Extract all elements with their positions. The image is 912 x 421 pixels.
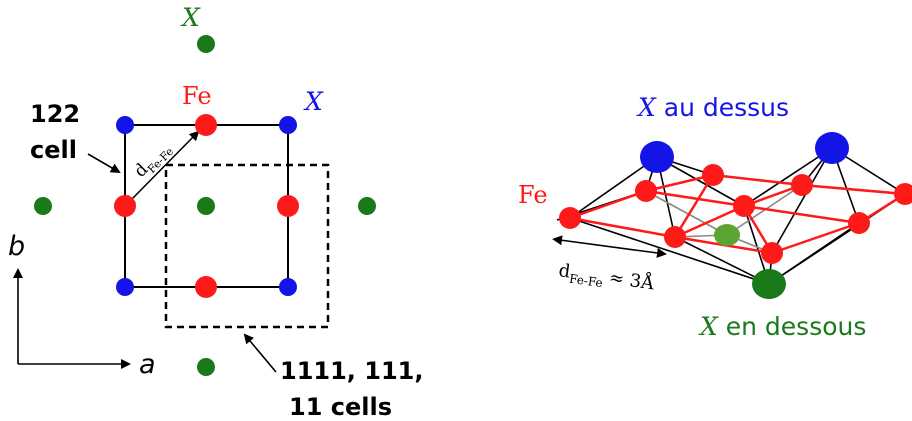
en-dessous-text: en dessous [718,312,867,341]
d-subscript: Fe-Fe [145,145,176,176]
cells-label-line2: 11 cells [289,393,392,421]
fe-atom [894,183,912,205]
fe-atom [791,174,813,196]
x-atom-blue [279,116,297,134]
fe-atom [277,195,299,217]
1111-cell-dashed-square [164,163,330,329]
x-en-dessous-label: X en dessous [698,312,866,341]
x-green-label: X [180,3,201,32]
d-fe-fe-arrow [125,130,200,206]
cell-pointer-arrow [87,153,121,174]
fe-atom [702,164,724,186]
fe-atom [114,195,136,217]
x-symbol-top: X [636,93,657,122]
label-122: 122 [30,100,80,128]
right-panel-perspective-view: X au dessus Fe dFe-Fe ≈ 3Å X en dessous [518,93,912,341]
x-atom-blue [116,278,134,296]
x-atom-blue-top [640,141,674,173]
fe-atom [559,207,581,229]
fe-atom [761,242,783,264]
fe-atom [635,180,657,202]
d-value-3d: ≈ 3Å [602,265,657,294]
x-atom-green [197,358,215,376]
fe-label: Fe [182,82,212,110]
x-atom-green-bottom [752,269,786,299]
x-atom-green [197,197,215,215]
svg-text:dFe-Fe ≈ 3Å: dFe-Fe ≈ 3Å [557,259,657,297]
fe-label-3d: Fe [518,181,548,209]
d-subscript-3d: Fe-Fe [568,272,603,291]
x-atom-green-middle [714,224,740,246]
left-panel-top-view: X Fe X 122 cell dFe-Fe b a 1111, 111, 11… [8,3,423,421]
fe-atom [733,195,755,217]
x-atom-green [34,197,52,215]
fe-atom [848,212,870,234]
fe-atom [195,276,217,298]
x-au-dessus-label: X au dessus [636,93,789,122]
x-atom-blue-top [815,132,849,164]
x-atom-blue [279,278,297,296]
a-axis-label: a [139,349,156,380]
fe-atom [664,226,686,248]
x-blue-label: X [303,87,324,116]
cells-pointer-arrow [243,333,277,373]
x-atom-blue [116,116,134,134]
cells-label-line1: 1111, 111, [280,357,423,385]
d-fe-fe-value-label: dFe-Fe ≈ 3Å [557,259,657,297]
b-axis-label: b [8,231,25,262]
x-atom-green [358,197,376,215]
d-fe-fe-arrow-3d [552,235,667,258]
au-dessus-text: au dessus [656,93,789,122]
label-cell: cell [30,136,77,164]
fe-atom [195,114,217,136]
x-symbol-bottom: X [698,312,719,341]
x-atom-green [197,35,215,53]
d-symbol-3d: d [557,260,571,282]
